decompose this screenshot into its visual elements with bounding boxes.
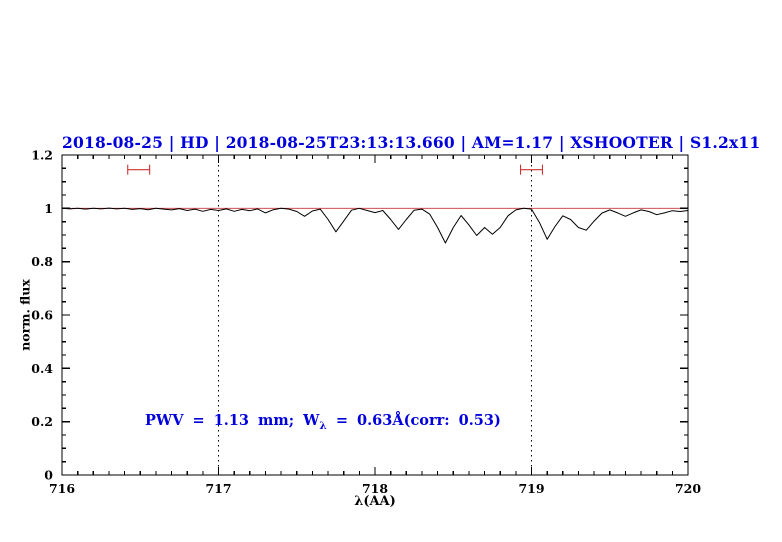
x-tick-label: 720 bbox=[675, 481, 701, 496]
x-tick-label: 718 bbox=[362, 481, 388, 496]
y-axis-label: norm. flux bbox=[17, 279, 33, 351]
y-tick-label: 1 bbox=[44, 201, 53, 216]
y-tick-label: 0.6 bbox=[31, 308, 53, 323]
y-tick-label: 1.2 bbox=[31, 148, 53, 163]
pwv-annotation-sub: λ bbox=[319, 419, 327, 432]
x-axis-label: λ(AA) bbox=[354, 494, 396, 509]
y-tick-label: 0.2 bbox=[31, 414, 53, 429]
y-tick-label: 0.8 bbox=[31, 254, 53, 269]
x-tick-label: 717 bbox=[205, 481, 231, 496]
spectrum-line bbox=[61, 207, 689, 244]
y-tick-label: 0.4 bbox=[31, 361, 53, 376]
y-tick-label: 0 bbox=[44, 468, 53, 483]
plot-title: 2018-08-25 | HD | 2018-08-25T23:13:13.66… bbox=[62, 133, 761, 152]
pwv-annotation: PWV = 1.13 mm; Wλ = 0.63Å(corr: 0.53) bbox=[145, 412, 501, 432]
pwv-annotation-pre: PWV = 1.13 mm; W bbox=[145, 412, 320, 429]
pwv-annotation-post: = 0.63Å(corr: 0.53) bbox=[326, 412, 501, 429]
x-tick-label: 719 bbox=[518, 481, 544, 496]
x-tick-label: 716 bbox=[49, 481, 75, 496]
